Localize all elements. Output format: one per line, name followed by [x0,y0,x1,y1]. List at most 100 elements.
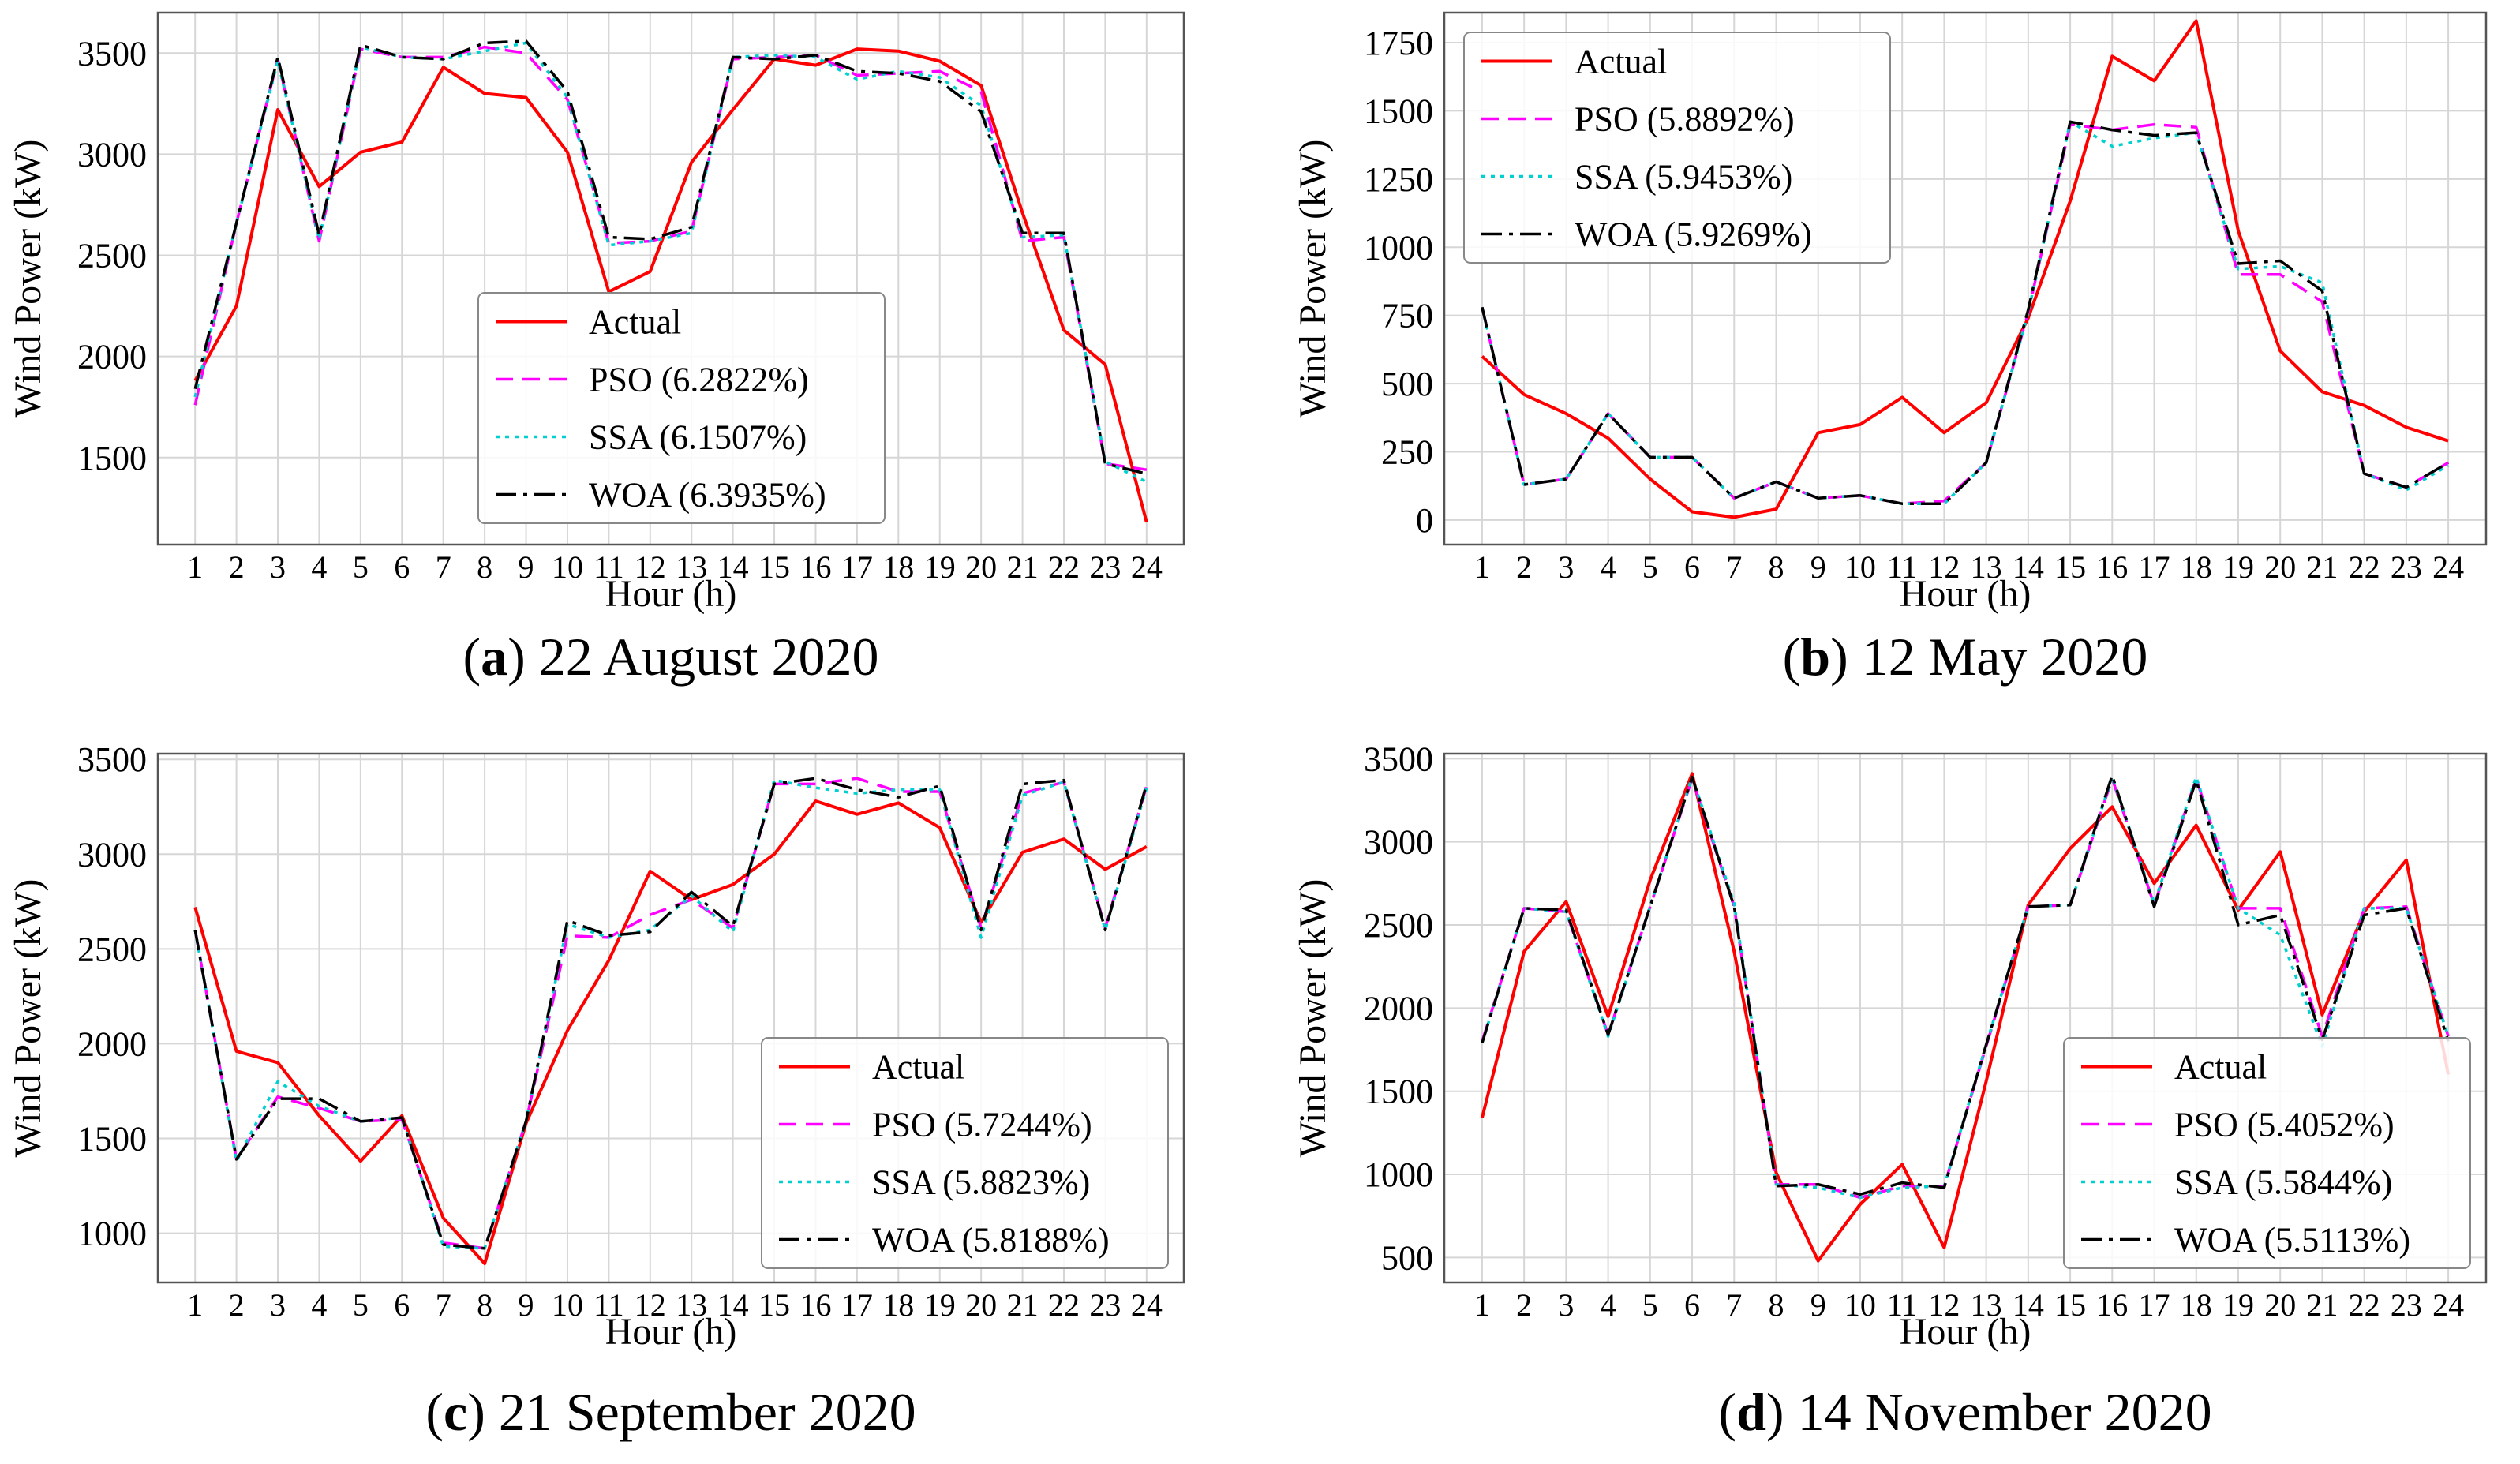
y-tick-label: 1500 [77,439,147,477]
x-tick-label: 24 [1131,1287,1163,1323]
x-tick-label: 19 [924,1287,956,1323]
x-tick-label: 16 [2096,549,2128,585]
x-tick-label: 21 [2306,1287,2338,1323]
x-tick-label: 2 [229,1287,245,1323]
legend-label-ssa: SSA (5.9453%) [1575,158,1792,197]
x-tick-label: 15 [2054,549,2086,585]
caption-date: 22 August 2020 [526,627,879,687]
legend: Actual PSO (6.2822%) SSA (6.1507%) WOA (6.3… [477,292,886,524]
x-tick-label: 2 [229,549,245,585]
x-tick-label: 23 [1089,1287,1121,1323]
x-tick-label: 4 [1601,549,1616,585]
y-tick-label: 1000 [1364,1155,1433,1194]
series-line-actual [193,47,1148,523]
legend-box [1463,32,1891,264]
series-line-woa [193,39,1148,476]
legend-label-woa: WOA (5.9269%) [1575,215,1812,254]
y-tick-label: 1500 [1364,92,1433,130]
y-tick-label: 500 [1381,365,1433,403]
x-tick-label: 18 [2181,1287,2212,1323]
x-tick-label: 16 [799,1287,831,1323]
x-tick-label: 15 [758,1287,790,1323]
x-tick-label: 19 [924,549,956,585]
x-tick-label: 23 [1089,549,1121,585]
plot-frame [156,11,1185,546]
caption-paren-close: ) [467,1382,485,1442]
x-tick-label: 24 [1131,549,1163,585]
y-tick-label: 1750 [1364,24,1433,62]
x-tick-label: 1 [187,1287,203,1323]
x-tick-label: 10 [1844,549,1876,585]
y-tick-label: 0 [1416,501,1433,540]
caption-letter: d [1736,1382,1766,1442]
y-tick-label: 3500 [1364,739,1433,778]
x-tick-label: 12 [635,1287,666,1323]
legend-label-woa: WOA (6.3935%) [589,476,826,515]
x-tick-label: 4 [1601,1287,1616,1323]
x-tick-label: 17 [841,549,873,585]
x-axis-label: Hour (h) [1900,1311,2031,1353]
legend-label-actual: Actual [2174,1048,2267,1087]
x-tick-label: 4 [311,549,327,585]
x-tick-label: 8 [477,549,492,585]
x-tick-label: 17 [841,1287,873,1323]
y-tick-label: 1250 [1364,160,1433,199]
x-tick-label: 9 [1810,549,1826,585]
caption-letter: b [1800,627,1830,687]
x-tick-label: 24 [2432,549,2464,585]
legend-label-ssa: SSA (5.5844%) [2174,1163,2392,1202]
x-tick-label: 5 [1642,549,1658,585]
x-tick-label: 4 [311,1287,327,1323]
caption-paren-open: ( [1718,1382,1736,1442]
legend-label-actual: Actual [872,1048,964,1087]
legend-label-ssa: SSA (5.8823%) [872,1163,1090,1202]
y-axis-label: Wind Power (kW) [1292,879,1334,1158]
x-tick-label: 12 [635,549,666,585]
plot-frame [1443,11,2488,546]
caption-paren-open: ( [462,627,481,687]
x-tick-label: 22 [2349,549,2380,585]
panel-caption: (c) 21 September 2020 [425,1382,916,1442]
x-tick-label: 22 [1048,1287,1080,1323]
y-tick-label: 3000 [77,135,147,174]
x-tick-label: 13 [1971,1287,2002,1323]
x-tick-label: 10 [1844,1287,1876,1323]
x-tick-label: 18 [882,1287,914,1323]
x-tick-label: 3 [1558,1287,1574,1323]
x-tick-label: 14 [2013,549,2044,585]
series-line-actual [1481,19,2449,519]
x-tick-label: 15 [2054,1287,2086,1323]
panel-caption: (b) 12 May 2020 [1783,627,2148,687]
x-tick-label: 6 [1684,1287,1700,1323]
legend: Actual PSO (5.8892%) SSA (5.9453%) WOA (5.9… [1463,32,1891,264]
x-tick-label: 23 [2391,549,2422,585]
x-tick-label: 7 [436,1287,451,1323]
chart-panel-a: 1 2 3 4 5 6 7 8 9 10 11 12 13 14 15 16 17 18 19 20 21 22 23 241… [7,11,1185,687]
plot-frame [1443,752,2488,1284]
x-tick-label: 2 [1516,549,1532,585]
series-line-woa [193,777,1148,1250]
y-tick-label: 1500 [77,1119,147,1158]
panel-caption: (a) 22 August 2020 [462,627,878,687]
x-axis-label: Hour (h) [605,573,737,615]
x-tick-label: 20 [2264,1287,2296,1323]
x-tick-label: 23 [2391,1287,2422,1323]
caption-date: 12 May 2020 [1848,627,2148,687]
legend-box [2063,1037,2471,1269]
legend-label-pso: PSO (5.8892%) [1575,100,1795,139]
x-tick-label: 22 [2349,1287,2380,1323]
legend-label-woa: WOA (5.5113%) [2174,1221,2410,1260]
x-tick-label: 16 [2096,1287,2128,1323]
caption-letter: a [481,627,507,687]
legend-box [477,292,886,524]
x-tick-label: 21 [1007,549,1039,585]
x-tick-label: 20 [965,549,997,585]
x-tick-label: 3 [1558,549,1574,585]
x-tick-label: 22 [1048,549,1080,585]
y-tick-label: 1000 [1364,228,1433,267]
legend-label-actual: Actual [1575,43,1667,81]
gridlines [1444,754,2486,1282]
x-tick-label: 11 [1887,1287,1918,1323]
x-axis-label: Hour (h) [605,1311,737,1353]
x-tick-label: 1 [1474,1287,1490,1323]
